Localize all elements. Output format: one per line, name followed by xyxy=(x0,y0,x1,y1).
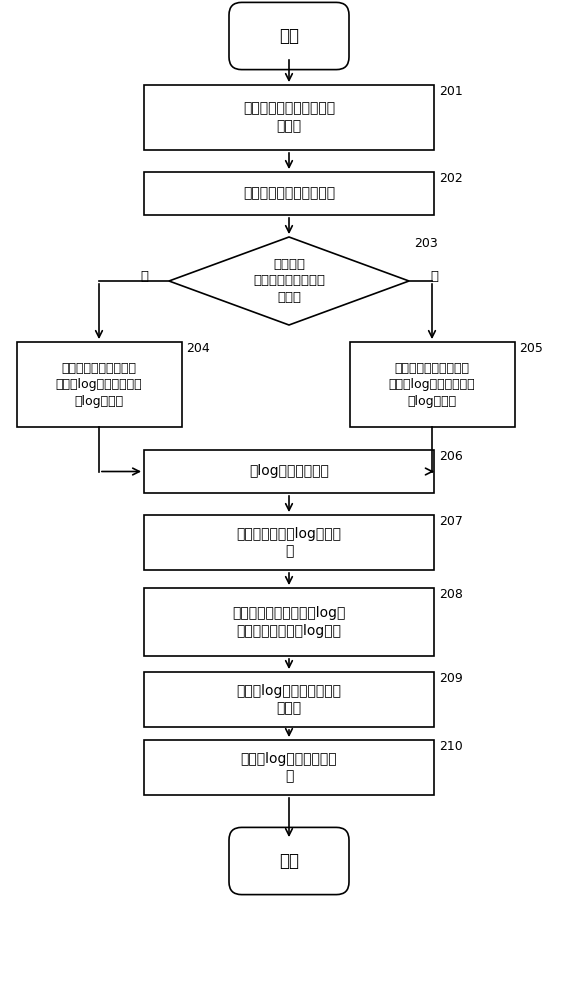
Text: 是: 是 xyxy=(140,269,148,282)
Bar xyxy=(144,85,434,150)
Text: 将故障log文件上传至后
台: 将故障log文件上传至后 台 xyxy=(240,752,338,783)
Bar xyxy=(350,342,514,427)
Text: 209: 209 xyxy=(439,672,463,685)
FancyBboxPatch shape xyxy=(229,2,349,70)
Text: 扫描终端设备中所有的电
子器件: 扫描终端设备中所有的电 子器件 xyxy=(243,102,335,133)
Text: 将用于指示该电子器件
正常的log打印标识添加
到log文件中: 将用于指示该电子器件 正常的log打印标识添加 到log文件中 xyxy=(55,361,142,408)
Text: 201: 201 xyxy=(439,85,463,98)
Text: 205: 205 xyxy=(520,342,543,355)
Bar xyxy=(144,172,434,215)
Text: 否: 否 xyxy=(430,269,438,282)
FancyBboxPatch shape xyxy=(229,827,349,895)
Text: 开始: 开始 xyxy=(279,27,299,45)
Text: 208: 208 xyxy=(439,588,463,601)
Text: 204: 204 xyxy=(187,342,210,355)
Polygon shape xyxy=(169,237,409,325)
Text: 206: 206 xyxy=(439,450,463,463)
Text: 将用于指示该电子器件
异常的log打印标识添加
到log文件中: 将用于指示该电子器件 异常的log打印标识添加 到log文件中 xyxy=(388,361,475,408)
Text: 202: 202 xyxy=(439,172,463,185)
Text: 获取各个电子器件的信息: 获取各个电子器件的信息 xyxy=(243,186,335,200)
Text: 207: 207 xyxy=(439,515,463,528)
Text: 203: 203 xyxy=(414,237,438,250)
Text: 将故障log文件存储至指定
的目录: 将故障log文件存储至指定 的目录 xyxy=(236,684,342,715)
Text: 对log文件进行分析: 对log文件进行分析 xyxy=(249,464,329,479)
Text: 提取出现异常的log打印标
识: 提取出现异常的log打印标 识 xyxy=(236,527,342,558)
Text: 判断获取
的信息与预设信息是
否匹配: 判断获取 的信息与预设信息是 否匹配 xyxy=(253,258,325,304)
Text: 根据提取的出现异常的log打
印标识，生成故障log文件: 根据提取的出现异常的log打 印标识，生成故障log文件 xyxy=(232,606,346,638)
Bar xyxy=(17,342,181,427)
Bar xyxy=(144,450,434,493)
Bar xyxy=(144,672,434,727)
Text: 结束: 结束 xyxy=(279,852,299,870)
Text: 210: 210 xyxy=(439,740,463,753)
Bar xyxy=(144,588,434,656)
Bar xyxy=(144,740,434,795)
Bar xyxy=(144,515,434,570)
